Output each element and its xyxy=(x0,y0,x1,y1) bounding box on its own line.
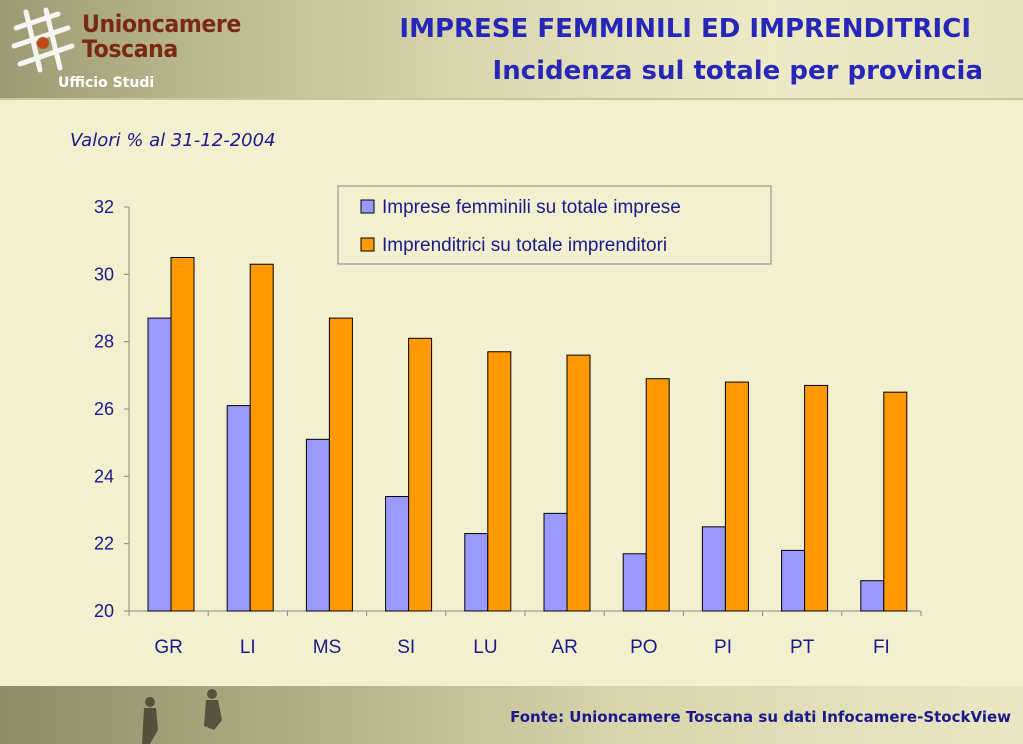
x-tick-label: SI xyxy=(397,637,415,658)
page-subtitle: Incidenza sul totale per provincia xyxy=(492,56,983,86)
logo-text-line1: Unioncamere xyxy=(82,10,241,38)
unioncamere-logo-icon xyxy=(11,7,75,73)
bar-imprenditrici-ms xyxy=(328,317,353,612)
y-tick-label: 28 xyxy=(94,332,114,352)
bar-imprese-fi xyxy=(860,580,885,612)
legend-swatch-imprenditrici xyxy=(360,237,375,252)
bar-imprenditrici-li xyxy=(249,263,274,612)
bar-imprese-ar xyxy=(543,512,568,612)
bar-imprenditrici-ar xyxy=(566,354,591,612)
bar-imprese-pi xyxy=(701,526,726,612)
bar-imprenditrici-si xyxy=(408,337,433,612)
logo-text-line2: Toscana xyxy=(82,35,178,63)
bar-imprenditrici-pt xyxy=(804,384,829,612)
bar-imprese-gr xyxy=(147,317,172,612)
y-tick-label: 20 xyxy=(94,601,114,621)
x-tick-label: MS xyxy=(313,637,342,658)
bar-imprese-li xyxy=(226,405,251,612)
x-tick-label: LI xyxy=(240,637,256,658)
x-tick-label: PO xyxy=(630,637,657,658)
y-tick-label: 32 xyxy=(94,197,114,217)
figures-silhouette-icon xyxy=(142,689,222,744)
office-label: Ufficio Studi xyxy=(58,75,155,91)
bar-imprese-po xyxy=(622,553,647,612)
y-tick-label: 26 xyxy=(94,399,114,419)
legend-swatch-imprese xyxy=(360,199,375,214)
bar-imprenditrici-pi xyxy=(724,381,749,612)
bar-chart: 20 22 24 26 28 30 32 GR LI MS SI LU AR PO PI PT FI Impres… xyxy=(94,185,922,658)
bar-imprenditrici-po xyxy=(645,378,670,612)
bar-imprenditrici-gr xyxy=(170,257,195,612)
legend-label-imprese: Imprese femminili su totale imprese xyxy=(382,197,681,218)
x-tick-label: PI xyxy=(714,637,732,658)
header-band: Unioncamere Toscana Ufficio Studi IMPRES… xyxy=(0,0,1023,100)
x-tick-label: AR xyxy=(551,637,577,658)
page-title: IMPRESE FEMMINILI ED IMPRENDITRICI xyxy=(399,14,971,44)
y-tick-label: 24 xyxy=(94,466,114,486)
x-tick-label: PT xyxy=(790,637,815,658)
x-tick-label: LU xyxy=(473,637,497,658)
bar-imprese-si xyxy=(385,496,410,612)
x-tick-label: GR xyxy=(154,637,183,658)
y-tick-label: 22 xyxy=(94,534,114,554)
legend-label-imprenditrici: Imprenditrici su totale imprenditori xyxy=(382,235,667,256)
date-note: Valori % al 31-12-2004 xyxy=(70,130,276,151)
source-note: Fonte: Unioncamere Toscana su dati Infoc… xyxy=(510,708,1011,726)
x-tick-label: FI xyxy=(873,637,890,658)
bar-imprese-lu xyxy=(464,533,489,612)
legend-box xyxy=(337,185,772,265)
bar-imprenditrici-lu xyxy=(487,351,512,612)
footer-band: Fonte: Unioncamere Toscana su dati Infoc… xyxy=(0,686,1023,744)
y-tick-label: 30 xyxy=(94,264,114,284)
bar-imprese-ms xyxy=(305,438,330,612)
bar-imprenditrici-fi xyxy=(883,391,908,612)
bar-imprese-pt xyxy=(781,549,806,612)
